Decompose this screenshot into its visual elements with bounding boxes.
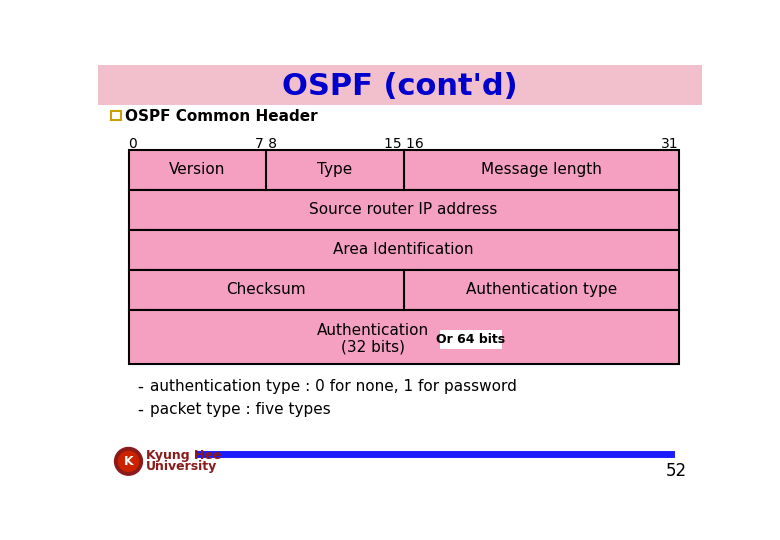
Bar bbox=[129, 309, 679, 363]
Text: OSPF Common Header: OSPF Common Header bbox=[126, 109, 318, 124]
Text: 31: 31 bbox=[661, 137, 679, 151]
Bar bbox=[440, 330, 502, 349]
Text: Type: Type bbox=[317, 162, 353, 177]
Text: Version: Version bbox=[169, 162, 225, 177]
Text: Message length: Message length bbox=[480, 162, 601, 177]
Text: 7 8: 7 8 bbox=[255, 137, 277, 151]
Text: -: - bbox=[137, 401, 143, 418]
Text: 0: 0 bbox=[129, 137, 137, 151]
Text: -: - bbox=[137, 377, 143, 396]
Text: authentication type : 0 for none, 1 for password: authentication type : 0 for none, 1 for … bbox=[151, 379, 517, 394]
Text: Authentication: Authentication bbox=[317, 323, 429, 338]
Text: packet type : five types: packet type : five types bbox=[151, 402, 331, 417]
Text: Authentication type: Authentication type bbox=[466, 282, 617, 297]
Text: (32 bits): (32 bits) bbox=[341, 340, 405, 355]
Bar bbox=[129, 150, 679, 190]
Text: University: University bbox=[147, 460, 218, 473]
Text: Checksum: Checksum bbox=[226, 282, 306, 297]
Bar bbox=[129, 190, 679, 230]
Bar bbox=[129, 230, 679, 269]
Text: 52: 52 bbox=[665, 462, 686, 481]
Text: Kyung Hee: Kyung Hee bbox=[147, 449, 222, 462]
Bar bbox=[98, 65, 702, 105]
Text: Or 64 bits: Or 64 bits bbox=[437, 333, 505, 346]
Text: K: K bbox=[124, 455, 133, 468]
Text: Area Identification: Area Identification bbox=[333, 242, 474, 257]
Circle shape bbox=[115, 448, 143, 475]
Bar bbox=[112, 111, 121, 120]
Text: 15 16: 15 16 bbox=[384, 137, 424, 151]
Text: OSPF (cont'd): OSPF (cont'd) bbox=[282, 72, 518, 101]
Text: Source router IP address: Source router IP address bbox=[310, 202, 498, 217]
Bar bbox=[129, 269, 679, 309]
Circle shape bbox=[119, 451, 139, 471]
